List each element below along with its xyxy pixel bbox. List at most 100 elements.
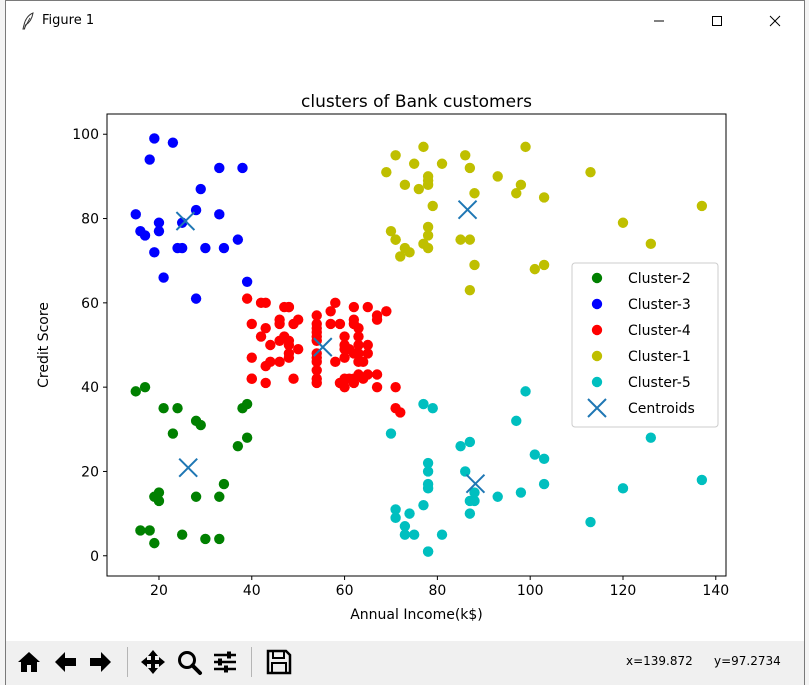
data-point-cluster-4 xyxy=(339,331,350,342)
data-point-cluster-4 xyxy=(330,297,341,309)
y-tick-label: 60 xyxy=(81,296,99,312)
x-tick-label: 80 xyxy=(428,583,446,599)
back-button[interactable] xyxy=(48,645,82,679)
x-tick-label: 100 xyxy=(517,583,544,599)
data-point-cluster-5 xyxy=(511,415,522,427)
x-tick-label: 40 xyxy=(243,583,261,599)
data-point-cluster-1 xyxy=(427,200,438,212)
data-point-cluster-1 xyxy=(385,225,397,237)
data-point-cluster-1 xyxy=(381,166,392,178)
data-point-cluster-5 xyxy=(529,449,541,460)
cursor-y-readout: y=97.2734 xyxy=(714,654,781,668)
data-point-cluster-1 xyxy=(492,171,503,182)
data-point-cluster-5 xyxy=(404,508,415,519)
data-point-cluster-4 xyxy=(395,407,406,418)
data-point-cluster-2 xyxy=(214,533,225,545)
data-point-cluster-5 xyxy=(645,432,657,443)
pan-button[interactable] xyxy=(136,645,170,679)
data-point-cluster-5 xyxy=(422,483,434,494)
background-window-strip-right xyxy=(805,0,809,685)
legend-label: Centroids xyxy=(628,401,695,417)
centroid-marker xyxy=(465,473,486,494)
minimize-button[interactable] xyxy=(636,1,682,41)
data-point-cluster-2 xyxy=(153,495,165,507)
x-tick-label: 20 xyxy=(150,583,168,599)
data-point-cluster-5 xyxy=(399,529,411,540)
data-point-cluster-5 xyxy=(469,487,480,498)
subplots-button[interactable] xyxy=(208,645,242,679)
data-point-cluster-4 xyxy=(353,322,364,334)
data-point-cluster-4 xyxy=(311,365,322,376)
data-point-cluster-4 xyxy=(292,314,304,325)
zoom-button[interactable] xyxy=(172,645,206,679)
data-point-cluster-5 xyxy=(422,457,434,469)
y-tick-label: 40 xyxy=(81,380,99,396)
legend-box xyxy=(571,262,719,428)
toolbar-divider xyxy=(127,647,128,677)
title-bar[interactable]: Figure 1 xyxy=(6,1,804,41)
data-point-cluster-4 xyxy=(260,297,271,309)
forward-button[interactable] xyxy=(84,645,118,679)
cursor-x-readout: x=139.872 xyxy=(626,654,693,668)
data-point-cluster-1 xyxy=(390,234,401,245)
data-point-cluster-5 xyxy=(418,499,429,511)
centroid-marker xyxy=(175,211,196,231)
data-point-cluster-1 xyxy=(585,166,596,178)
legend-marker xyxy=(591,324,603,336)
minimize-icon xyxy=(654,20,664,22)
data-point-cluster-4 xyxy=(353,348,364,359)
legend-marker xyxy=(591,298,603,310)
data-point-cluster-4 xyxy=(390,381,401,393)
scatter-chart[interactable]: 20 40 60 80 100 120 140 0 20 40 60 80 100 clusters of… xyxy=(6,41,804,641)
maximize-button[interactable] xyxy=(694,1,740,41)
data-point-cluster-1 xyxy=(399,179,411,191)
data-point-cluster-5 xyxy=(617,483,629,494)
data-point-cluster-1 xyxy=(464,285,476,296)
figure-canvas[interactable]: 20 40 60 80 100 120 140 0 20 40 60 80 100 clusters of… xyxy=(6,41,804,641)
data-point-cluster-1 xyxy=(469,188,480,199)
data-point-cluster-3 xyxy=(130,209,141,220)
data-point-cluster-3 xyxy=(214,162,225,174)
data-point-cluster-5 xyxy=(408,529,420,540)
data-point-cluster-1 xyxy=(422,175,434,186)
legend-marker xyxy=(591,272,603,284)
data-point-cluster-5 xyxy=(418,398,429,410)
data-point-cluster-1 xyxy=(422,230,434,241)
data-point-cluster-5 xyxy=(455,440,466,452)
data-point-cluster-1 xyxy=(529,263,541,275)
data-point-cluster-4 xyxy=(371,314,383,325)
data-point-cluster-5 xyxy=(464,436,476,448)
save-button[interactable] xyxy=(262,645,296,679)
data-point-cluster-3 xyxy=(176,242,188,254)
maximize-icon xyxy=(712,16,722,26)
navigation-toolbar: x=139.872 y=97.2734 xyxy=(6,641,804,685)
data-point-cluster-4 xyxy=(265,356,276,368)
x-tick-label: 120 xyxy=(610,583,637,599)
y-tick-label: 20 xyxy=(81,464,99,480)
data-point-cluster-1 xyxy=(418,141,429,153)
data-point-cluster-1 xyxy=(469,259,480,271)
data-point-cluster-4 xyxy=(246,352,257,363)
home-button[interactable] xyxy=(12,645,46,679)
home-icon xyxy=(18,652,40,672)
data-point-cluster-4 xyxy=(339,352,350,363)
data-point-cluster-2 xyxy=(130,386,141,397)
data-point-cluster-4 xyxy=(246,318,257,330)
data-point-cluster-4 xyxy=(311,377,322,389)
close-button[interactable] xyxy=(752,1,798,41)
centroid-marker xyxy=(457,199,478,220)
data-point-cluster-4 xyxy=(274,356,285,368)
background-window-strip-left xyxy=(0,0,8,685)
data-point-cluster-2 xyxy=(190,491,202,502)
data-point-cluster-5 xyxy=(520,386,531,397)
data-point-cluster-1 xyxy=(645,238,657,250)
data-point-cluster-5 xyxy=(492,491,503,502)
data-point-cluster-1 xyxy=(511,188,522,199)
data-point-cluster-2 xyxy=(158,403,169,414)
data-point-cluster-4 xyxy=(357,356,369,368)
feather-icon xyxy=(22,12,34,30)
data-point-cluster-1 xyxy=(390,150,401,161)
legend-marker xyxy=(587,398,607,418)
data-point-cluster-4 xyxy=(292,344,304,355)
data-point-cluster-5 xyxy=(427,403,438,414)
